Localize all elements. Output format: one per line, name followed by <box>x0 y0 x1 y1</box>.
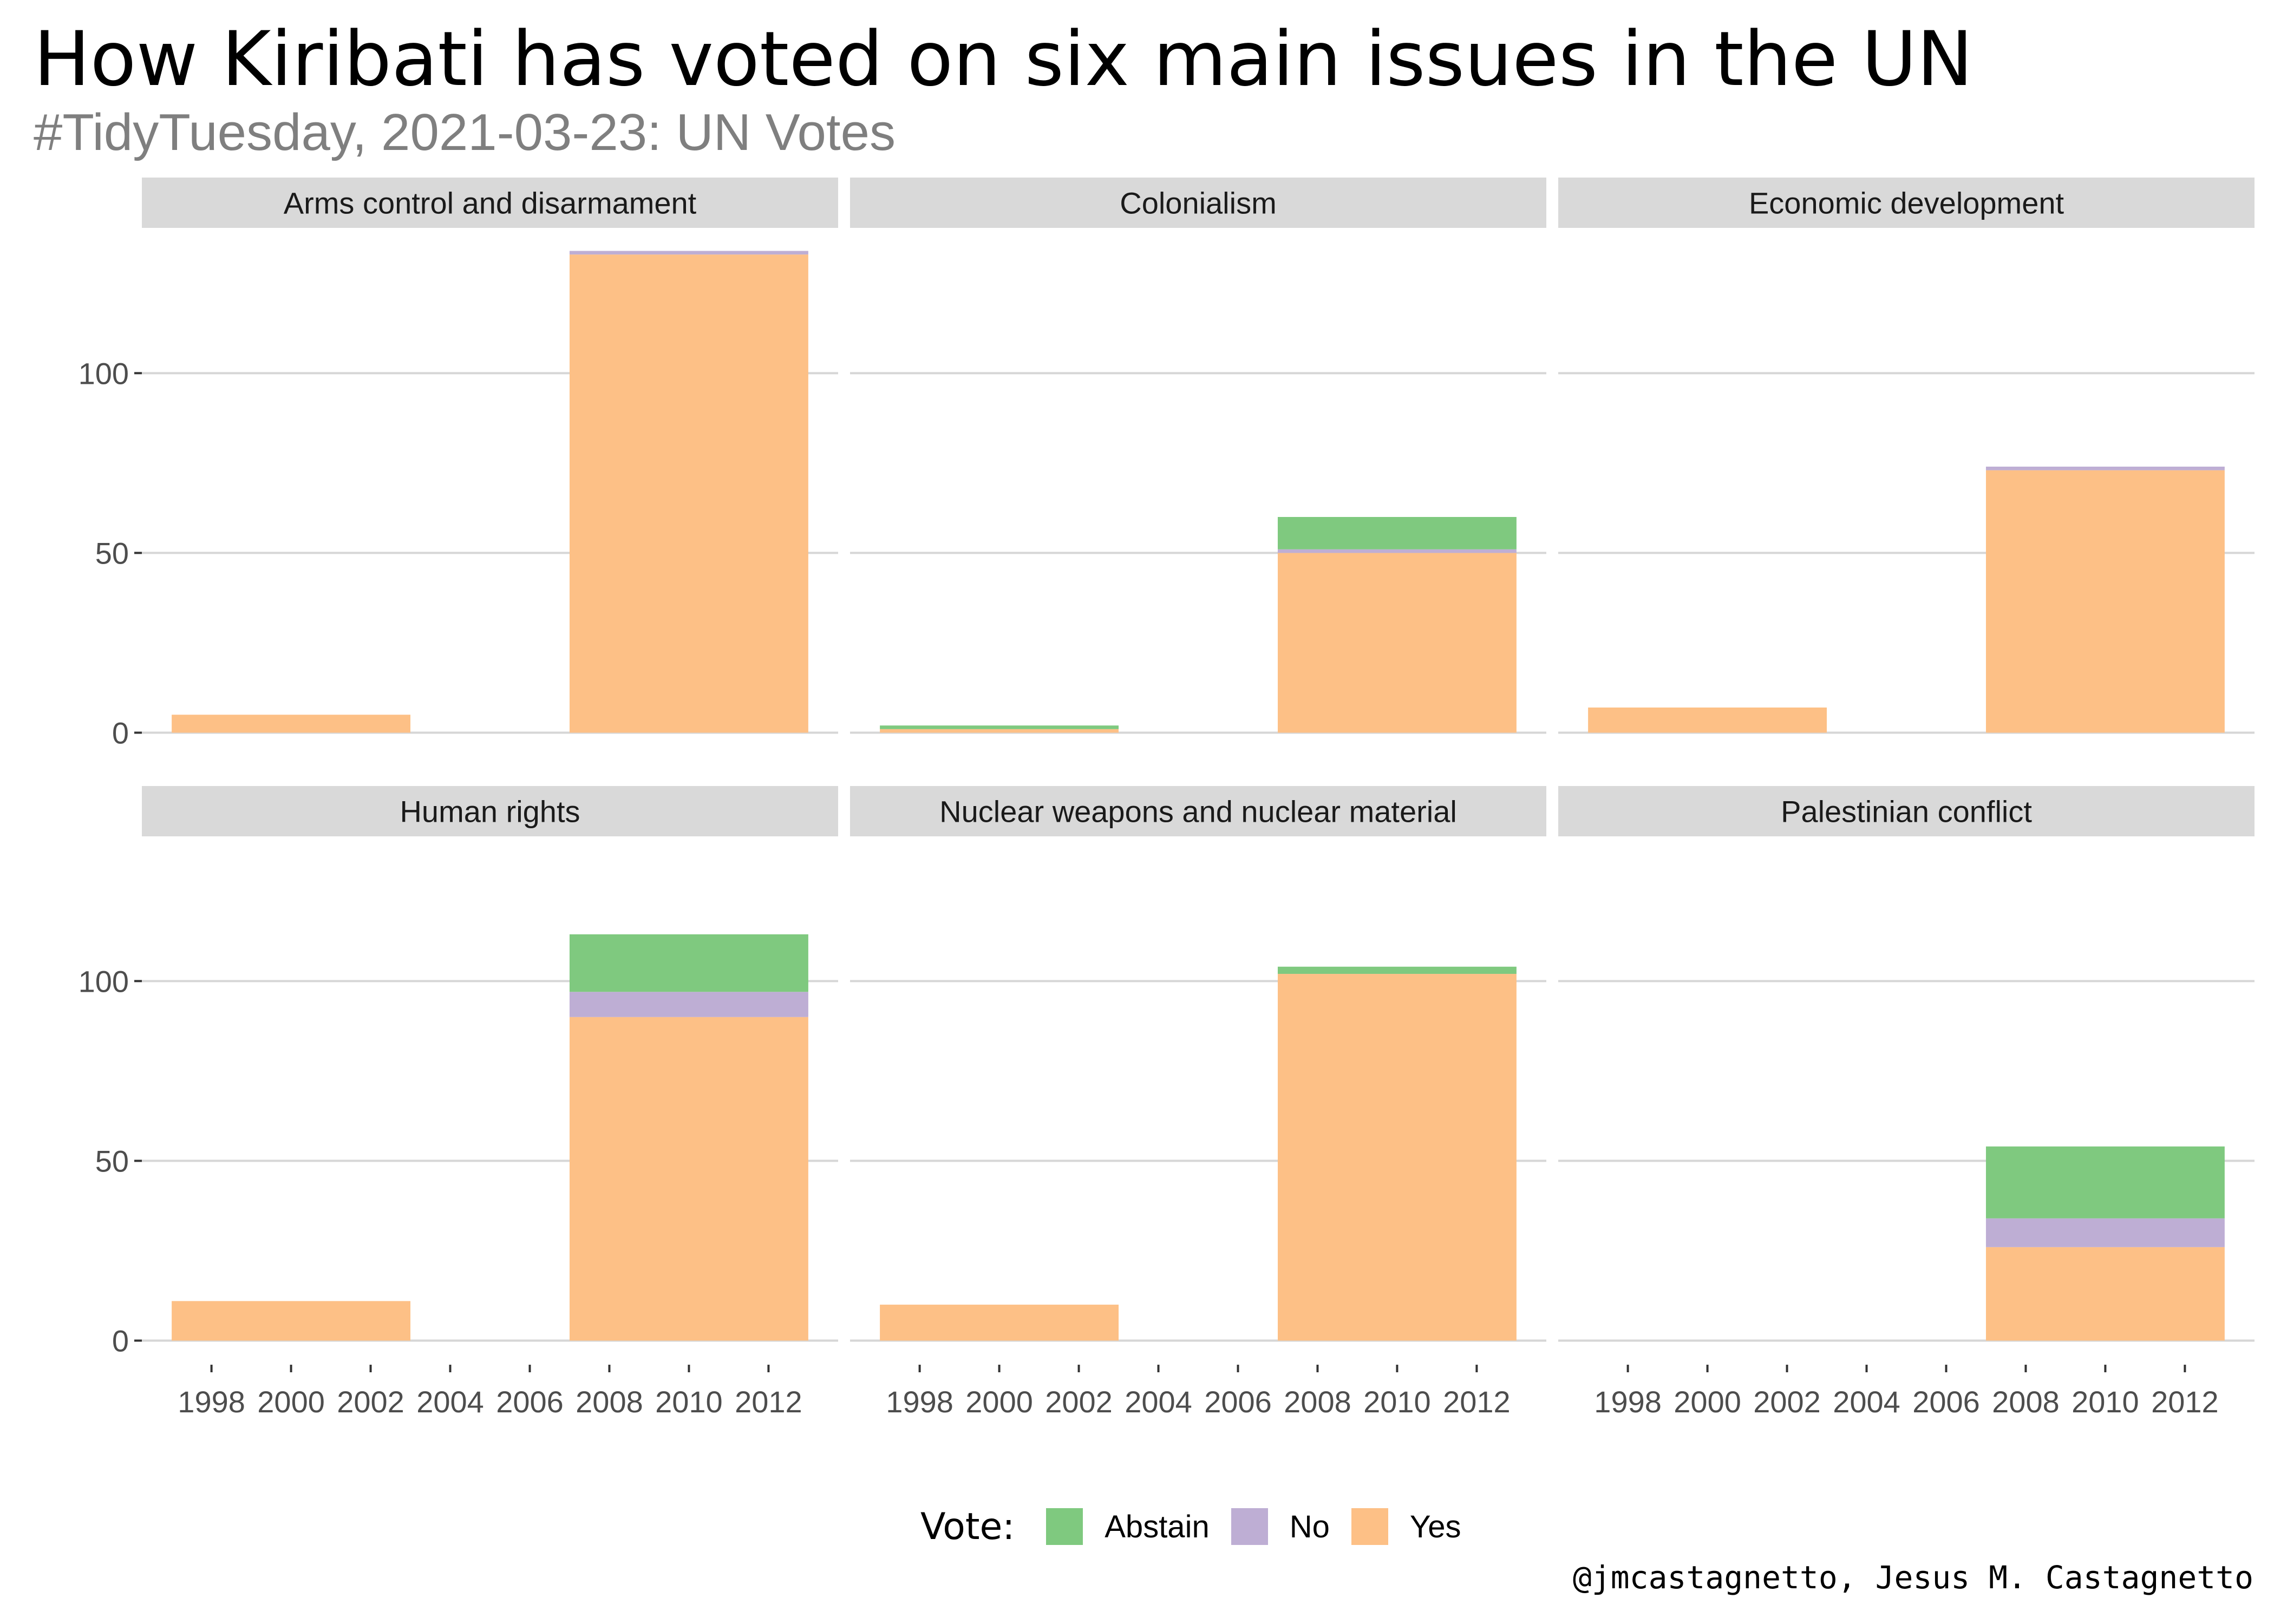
legend-item-no: No <box>1231 1508 1330 1545</box>
x-tick-label: 2000 <box>257 1385 325 1419</box>
panel-palestinian-conflict: Palestinian conflict 1998 2000 2002 2004 2006… <box>1558 786 2255 1419</box>
x-tick-label: 2002 <box>337 1385 404 1419</box>
x-tick-label: 2002 <box>1753 1385 1821 1419</box>
facet-label: Colonialism <box>1120 186 1276 220</box>
x-tick-label: 2000 <box>1674 1385 1741 1419</box>
legend-title: Vote: <box>920 1505 1015 1548</box>
bar-abstain-2007-2013 <box>569 934 808 992</box>
x-tick-label: 2008 <box>1284 1385 1351 1419</box>
x-tick-label: 2000 <box>965 1385 1033 1419</box>
panel-colonialism: Colonialism <box>850 178 1546 734</box>
facet-label: Palestinian conflict <box>1781 795 2032 829</box>
panel-human-rights: Human rights 0 50 100 1998 2000 2002 2004 2006 20… <box>79 786 838 1419</box>
x-tick-label: 1998 <box>1594 1385 1662 1419</box>
x-tick-label: 2012 <box>735 1385 802 1419</box>
y-tick-label: 50 <box>95 536 129 570</box>
facet-label: Nuclear weapons and nuclear material <box>939 795 1457 829</box>
legend-label-no: No <box>1289 1509 1330 1544</box>
bar-yes-2007-2013 <box>1985 470 2225 733</box>
y-tick-label: 0 <box>112 716 129 750</box>
bar-abstain-2007-2013 <box>1277 966 1517 974</box>
facet-strip <box>142 178 838 228</box>
bar-no-2007-2013 <box>569 251 808 255</box>
facet-label: Arms control and disarmament <box>284 186 697 220</box>
legend-swatch-abstain <box>1046 1508 1083 1545</box>
x-tick-label: 2012 <box>1443 1385 1511 1419</box>
caption: @jmcastagnetto, Jesus M. Castagnetto <box>1572 1559 2253 1596</box>
bar-yes-2007-2013 <box>1985 1247 2225 1341</box>
facet-label: Economic development <box>1749 186 2064 220</box>
x-tick-label: 2006 <box>496 1385 564 1419</box>
bar-no-2007-2013 <box>569 992 808 1017</box>
x-tick-label: 2008 <box>576 1385 643 1419</box>
x-tick-label: 2004 <box>416 1385 484 1419</box>
facet-strip <box>142 786 838 836</box>
bar-abstain-2007-2013 <box>1277 516 1517 549</box>
bar-yes-1997-2003 <box>172 715 411 733</box>
facet-strip <box>850 786 1546 836</box>
panel-arms-control-and-disarmament: Arms control and disarmament 0 50 100 <box>79 178 838 750</box>
bar-yes-2007-2013 <box>569 1017 808 1341</box>
bar-no-2007-2013 <box>1985 1218 2225 1247</box>
x-tick-label: 2004 <box>1833 1385 1900 1419</box>
x-tick-label: 2008 <box>1992 1385 2060 1419</box>
x-tick-label: 2002 <box>1045 1385 1113 1419</box>
bar-no-2007-2013 <box>1985 467 2225 470</box>
legend-label-abstain: Abstain <box>1105 1509 1210 1544</box>
legend-label-yes: Yes <box>1409 1509 1461 1544</box>
panel-economic-development: Economic development <box>1558 178 2255 734</box>
bar-yes-2007-2013 <box>569 254 808 733</box>
chart-title: How Kiribati has voted on six main issue… <box>34 15 1974 103</box>
facet-label: Human rights <box>400 795 580 829</box>
bar-abstain-1997-2003 <box>880 725 1119 729</box>
bar-yes-2007-2013 <box>1277 553 1517 733</box>
legend-item-yes: Yes <box>1351 1508 1461 1545</box>
x-tick-label: 1998 <box>178 1385 245 1419</box>
facet-strip <box>1558 178 2255 228</box>
x-tick-label: 2006 <box>1912 1385 1980 1419</box>
y-tick-label: 50 <box>95 1144 129 1178</box>
panel-nuclear-weapons-and-nuclear-material: Nuclear weapons and nuclear material 1998… <box>850 786 1546 1419</box>
legend-item-abstain: Abstain <box>1046 1508 1210 1545</box>
y-tick-label: 100 <box>79 964 129 998</box>
chart-subtitle: #TidyTuesday, 2021-03-23: UN Votes <box>34 103 896 161</box>
bar-yes-1997-2003 <box>172 1301 411 1341</box>
bar-yes-1997-2003 <box>880 1305 1119 1341</box>
bar-no-2007-2013 <box>1277 549 1517 553</box>
y-tick-label: 0 <box>112 1324 129 1358</box>
bar-yes-1997-2003 <box>1588 708 1827 733</box>
bar-yes-2007-2013 <box>1277 974 1517 1341</box>
legend: Vote: Abstain No Yes <box>920 1499 1483 1554</box>
facet-strip <box>1558 786 2255 836</box>
facet-strip <box>850 178 1546 228</box>
x-tick-label: 2012 <box>2151 1385 2219 1419</box>
x-tick-label: 2004 <box>1125 1385 1192 1419</box>
x-tick-label: 2010 <box>2072 1385 2139 1419</box>
y-tick-label: 100 <box>79 356 129 390</box>
bar-yes-1997-2003 <box>880 729 1119 733</box>
legend-swatch-yes <box>1351 1508 1388 1545</box>
x-tick-label: 2006 <box>1204 1385 1272 1419</box>
x-tick-label: 2010 <box>1363 1385 1431 1419</box>
bar-abstain-2007-2013 <box>1985 1146 2225 1219</box>
x-tick-label: 2010 <box>655 1385 723 1419</box>
legend-swatch-no <box>1231 1508 1268 1545</box>
x-tick-label: 1998 <box>886 1385 953 1419</box>
